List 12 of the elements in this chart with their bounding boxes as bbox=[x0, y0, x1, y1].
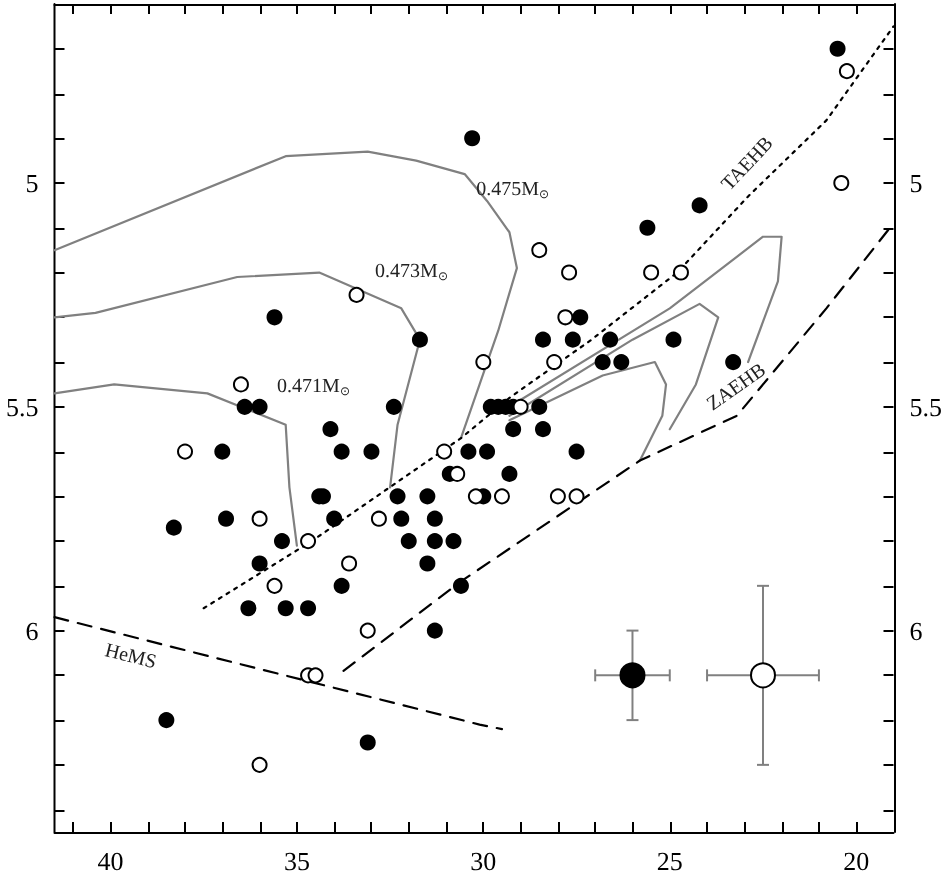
x-tick-label: 20 bbox=[843, 846, 870, 876]
y2-tick-label: 5.5 bbox=[909, 391, 942, 422]
y2-tick-label: 6 bbox=[909, 615, 924, 646]
x-tick-label: 35 bbox=[283, 846, 310, 876]
x-tick-label: 25 bbox=[656, 846, 683, 876]
y-tick-label: 5 bbox=[25, 168, 39, 199]
y2-tick-label: 5 bbox=[909, 168, 923, 199]
x-tick-label: 40 bbox=[97, 846, 124, 876]
y-tick-label: 5.5 bbox=[6, 391, 39, 422]
y-tick-label: 6 bbox=[25, 615, 40, 646]
x-tick-label: 30 bbox=[470, 846, 497, 876]
text: HeMS bbox=[102, 640, 159, 675]
